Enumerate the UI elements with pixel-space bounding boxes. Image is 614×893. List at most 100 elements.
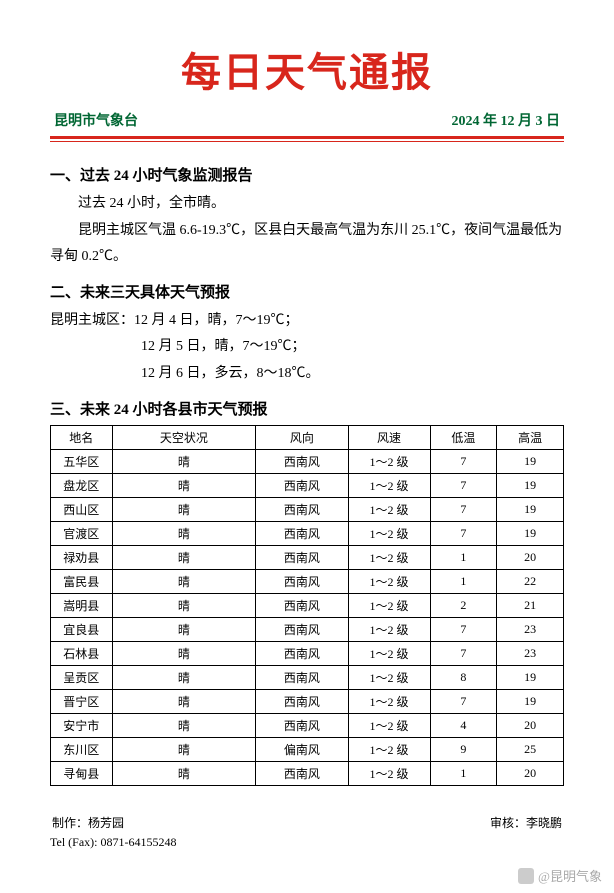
table-cell: 1～2 级 — [348, 593, 430, 617]
table-cell: 西南风 — [256, 545, 348, 569]
table-cell: 晴 — [112, 521, 256, 545]
table-cell: 西山区 — [51, 497, 113, 521]
table-cell: 晴 — [112, 737, 256, 761]
table-cell: 21 — [497, 593, 564, 617]
table-cell: 呈贡区 — [51, 665, 113, 689]
table-cell: 19 — [497, 497, 564, 521]
table-cell: 晴 — [112, 497, 256, 521]
subhead-row: 昆明市气象台 2024 年 12 月 3 日 — [50, 110, 564, 136]
table-row: 晋宁区晴西南风1～2 级719 — [51, 689, 564, 713]
table-cell: 晴 — [112, 689, 256, 713]
forecast-d3: 12 月 6 日，多云，8～18℃。 — [50, 361, 564, 388]
table-cell: 7 — [430, 521, 497, 545]
table-cell: 1～2 级 — [348, 665, 430, 689]
table-row: 呈贡区晴西南风1～2 级819 — [51, 665, 564, 689]
table-cell: 宜良县 — [51, 617, 113, 641]
table-cell: 偏南风 — [256, 737, 348, 761]
table-cell: 富民县 — [51, 569, 113, 593]
table-cell: 7 — [430, 689, 497, 713]
table-cell: 嵩明县 — [51, 593, 113, 617]
table-cell: 22 — [497, 569, 564, 593]
table-cell: 1～2 级 — [348, 449, 430, 473]
forecast-d1: 12 月 4 日，晴，7～19℃； — [134, 313, 299, 328]
table-cell: 1～2 级 — [348, 761, 430, 785]
table-cell: 寻甸县 — [51, 761, 113, 785]
table-row: 五华区晴西南风1～2 级719 — [51, 449, 564, 473]
table-cell: 西南风 — [256, 689, 348, 713]
table-row: 寻甸县晴西南风1～2 级120 — [51, 761, 564, 785]
table-cell: 4 — [430, 713, 497, 737]
table-cell: 7 — [430, 641, 497, 665]
table-row: 西山区晴西南风1～2 级719 — [51, 497, 564, 521]
page: 每日天气通报 昆明市气象台 2024 年 12 月 3 日 一、过去 24 小时… — [0, 0, 614, 850]
watermark-text: @昆明气象 — [538, 866, 602, 885]
table-cell: 西南风 — [256, 497, 348, 521]
table-cell: 20 — [497, 545, 564, 569]
page-title: 每日天气通报 — [50, 40, 564, 98]
table-cell: 晴 — [112, 449, 256, 473]
table-cell: 1～2 级 — [348, 497, 430, 521]
table-cell: 晴 — [112, 713, 256, 737]
reviewer: 审核：李晓鹏 — [490, 814, 562, 831]
table-cell: 西南风 — [256, 713, 348, 737]
maker-label: 制作： — [52, 816, 88, 830]
forecast-d2: 12 月 5 日，晴，7～19℃； — [50, 334, 564, 361]
table-row: 安宁市晴西南风1～2 级420 — [51, 713, 564, 737]
table-cell: 晴 — [112, 665, 256, 689]
table-cell: 19 — [497, 665, 564, 689]
weibo-icon — [518, 868, 534, 884]
table-cell: 西南风 — [256, 569, 348, 593]
table-cell: 石林县 — [51, 641, 113, 665]
table-header-row: 地名 天空状况 风向 风速 低温 高温 — [51, 425, 564, 449]
table-cell: 西南风 — [256, 665, 348, 689]
table-cell: 20 — [497, 713, 564, 737]
reviewer-name: 李晓鹏 — [526, 816, 562, 830]
table-cell: 晴 — [112, 473, 256, 497]
col-high: 高温 — [497, 425, 564, 449]
table-cell: 晴 — [112, 545, 256, 569]
table-cell: 1 — [430, 569, 497, 593]
reviewer-label: 审核： — [490, 816, 526, 830]
table-cell: 25 — [497, 737, 564, 761]
tel-number: 0871-64155248 — [100, 835, 176, 849]
table-cell: 1 — [430, 761, 497, 785]
section3-heading: 三、未来 24 小时各县市天气预报 — [50, 398, 564, 419]
table-cell: 晴 — [112, 641, 256, 665]
table-body: 五华区晴西南风1～2 级719盘龙区晴西南风1～2 级719西山区晴西南风1～2… — [51, 449, 564, 785]
table-row: 嵩明县晴西南风1～2 级221 — [51, 593, 564, 617]
tel-line: Tel (Fax): 0871-64155248 — [50, 835, 564, 850]
table-cell: 盘龙区 — [51, 473, 113, 497]
footer-row: 制作：杨芳园 审核：李晓鹏 — [50, 814, 564, 831]
table-cell: 1～2 级 — [348, 569, 430, 593]
table-row: 东川区晴偏南风1～2 级925 — [51, 737, 564, 761]
table-cell: 晴 — [112, 569, 256, 593]
table-cell: 7 — [430, 449, 497, 473]
section1-line1: 过去 24 小时，全市晴。 — [50, 191, 564, 218]
table-cell: 8 — [430, 665, 497, 689]
tel-label: Tel (Fax): — [50, 835, 100, 849]
col-level: 风速 — [348, 425, 430, 449]
table-cell: 1～2 级 — [348, 713, 430, 737]
table-cell: 安宁市 — [51, 713, 113, 737]
watermark: @昆明气象 — [518, 866, 602, 885]
table-cell: 1～2 级 — [348, 617, 430, 641]
table-cell: 西南风 — [256, 521, 348, 545]
table-cell: 西南风 — [256, 761, 348, 785]
col-sky: 天空状况 — [112, 425, 256, 449]
forecast-table: 地名 天空状况 风向 风速 低温 高温 五华区晴西南风1～2 级719盘龙区晴西… — [50, 425, 564, 786]
table-cell: 西南风 — [256, 593, 348, 617]
table-cell: 23 — [497, 641, 564, 665]
table-cell: 20 — [497, 761, 564, 785]
col-wind: 风向 — [256, 425, 348, 449]
table-cell: 西南风 — [256, 641, 348, 665]
table-cell: 1 — [430, 545, 497, 569]
table-cell: 晴 — [112, 761, 256, 785]
col-low: 低温 — [430, 425, 497, 449]
report-date: 2024 年 12 月 3 日 — [452, 110, 561, 130]
table-cell: 晴 — [112, 593, 256, 617]
table-cell: 7 — [430, 617, 497, 641]
table-cell: 7 — [430, 473, 497, 497]
maker: 制作：杨芳园 — [52, 814, 124, 831]
table-cell: 西南风 — [256, 473, 348, 497]
table-cell: 晴 — [112, 617, 256, 641]
